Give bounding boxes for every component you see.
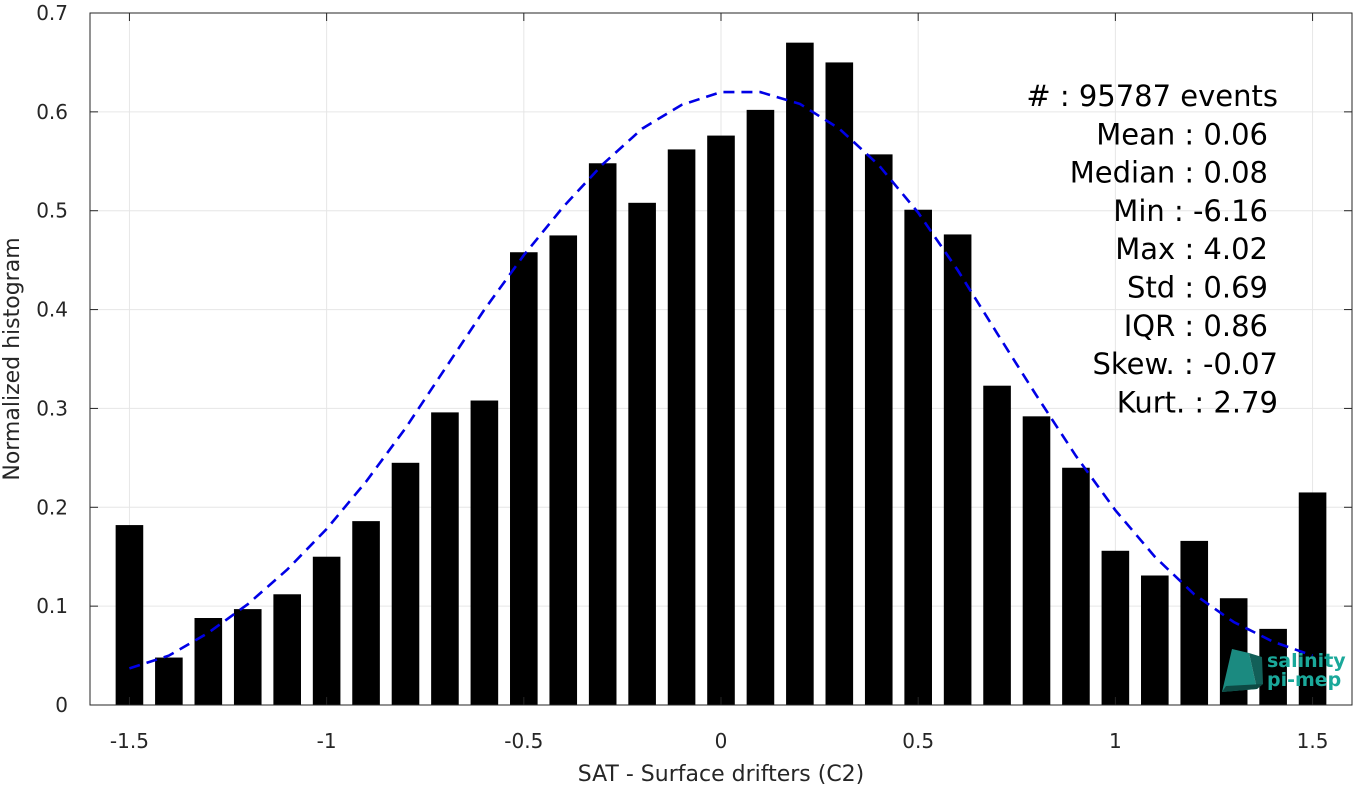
axis-ticks xyxy=(90,12,1352,706)
histogram-bar xyxy=(194,618,223,705)
gaussian-fit-curve xyxy=(128,90,1314,670)
y-tick-label: 0.7 xyxy=(36,1,68,25)
y-tick-labels: 0 0.1 0.2 0.3 0.4 0.5 0.6 0.7 xyxy=(36,1,68,717)
histogram-bar xyxy=(352,521,380,705)
y-tick-label: 0.3 xyxy=(36,396,68,420)
x-tick-label: 0 xyxy=(715,729,728,753)
stat-line: Skew. : -0.07 xyxy=(1092,347,1278,381)
stat-line: # : 95787 events xyxy=(1026,79,1278,113)
stat-line: Kurt. : 2.79 xyxy=(1117,385,1278,419)
histogram-bar xyxy=(1259,628,1287,705)
x-tick-label: 1.5 xyxy=(1297,729,1329,753)
histogram-bar xyxy=(470,400,499,705)
y-tick-label: 0.5 xyxy=(36,199,68,223)
y-tick-label: 0 xyxy=(55,693,68,717)
histogram-bar xyxy=(549,235,578,705)
histogram-bar xyxy=(1062,467,1090,705)
y-tick-label: 0.6 xyxy=(36,100,68,124)
histogram-bar xyxy=(983,385,1011,705)
y-axis-label: Normalized histogram xyxy=(0,237,25,480)
histogram-bar xyxy=(1022,416,1051,705)
y-tick-label: 0.4 xyxy=(36,298,68,322)
histogram-bar xyxy=(707,135,735,705)
histogram-bar xyxy=(155,657,183,705)
histogram-bar xyxy=(746,109,775,705)
histogram-bar xyxy=(588,163,617,705)
histogram-bar xyxy=(1298,492,1327,705)
stat-line: Std : 0.69 xyxy=(1127,271,1268,305)
cube-icon xyxy=(1222,649,1263,692)
y-tick-label: 0.2 xyxy=(36,495,68,519)
x-tick-label: -1 xyxy=(317,729,337,753)
histogram-bar xyxy=(667,149,696,705)
histogram-bar xyxy=(943,234,972,705)
logo-text-salinity: salinity xyxy=(1267,650,1346,672)
statistics-box: # : 95787 events Mean : 0.06 Median : 0.08… xyxy=(1026,79,1278,419)
histogram-bar xyxy=(431,412,459,705)
histogram-bar xyxy=(312,556,341,705)
histogram-bar xyxy=(1180,540,1209,705)
salinity-pimep-logo: salinity pi-mep xyxy=(1222,649,1346,692)
histogram-bar xyxy=(510,252,538,705)
histogram-bar xyxy=(904,209,932,705)
histogram-bar xyxy=(1141,575,1169,705)
x-axis-label: SAT - Surface drifters (C2) xyxy=(578,762,865,785)
x-tick-labels: -1.5 -1 -0.5 0 0.5 1 1.5 xyxy=(110,729,1329,753)
x-tick-label: -1.5 xyxy=(110,729,149,753)
histogram-bar xyxy=(628,202,656,705)
x-tick-label: -0.5 xyxy=(504,729,543,753)
histogram-bar xyxy=(391,462,420,705)
histogram-bar xyxy=(864,154,893,705)
stat-line: IQR : 0.86 xyxy=(1124,309,1268,343)
histogram-bar xyxy=(786,42,814,705)
stat-line: Median : 0.08 xyxy=(1070,156,1268,190)
x-tick-label: 0.5 xyxy=(902,729,934,753)
stat-line: Min : -6.16 xyxy=(1113,194,1268,228)
bars-group xyxy=(115,42,1327,705)
stat-line: Max : 4.02 xyxy=(1115,232,1268,266)
histogram-bar xyxy=(115,525,144,705)
x-tick-label: 1 xyxy=(1109,729,1122,753)
histogram-bar xyxy=(273,594,301,705)
histogram-bar xyxy=(825,62,854,705)
histogram-bar xyxy=(1101,550,1130,705)
stat-line: Mean : 0.06 xyxy=(1096,117,1268,151)
y-tick-label: 0.1 xyxy=(36,594,68,618)
histogram-bar xyxy=(233,609,262,705)
logo-text-pimep: pi-mep xyxy=(1267,669,1341,691)
